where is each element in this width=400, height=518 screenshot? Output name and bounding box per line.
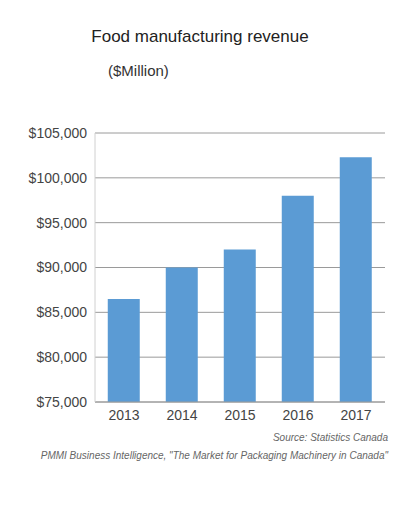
svg-text:2017: 2017	[340, 407, 371, 423]
html-text:($Million): ($Million)	[108, 62, 169, 79]
svg-text:$90,000: $90,000	[36, 259, 87, 275]
html-text:PMMI Business Intelligence, "T: PMMI Business Intelligence, "The Market …	[40, 450, 388, 461]
svg-text:$105,000: $105,000	[29, 125, 88, 141]
svg-text:2014: 2014	[166, 407, 197, 423]
svg-text:$80,000: $80,000	[36, 349, 87, 365]
svg-text:2015: 2015	[224, 407, 255, 423]
svg-text:2016: 2016	[282, 407, 313, 423]
svg-text:$100,000: $100,000	[29, 170, 88, 186]
svg-text:$85,000: $85,000	[36, 304, 87, 320]
svg-text:$95,000: $95,000	[36, 215, 87, 231]
svg-text:2013: 2013	[108, 407, 139, 423]
html-text:Food manufacturing revenue: Food manufacturing revenue	[91, 27, 309, 46]
svg-text:$75,000: $75,000	[36, 394, 87, 410]
html-text:Source: Statistics Canada: Source: Statistics Canada	[272, 432, 388, 443]
